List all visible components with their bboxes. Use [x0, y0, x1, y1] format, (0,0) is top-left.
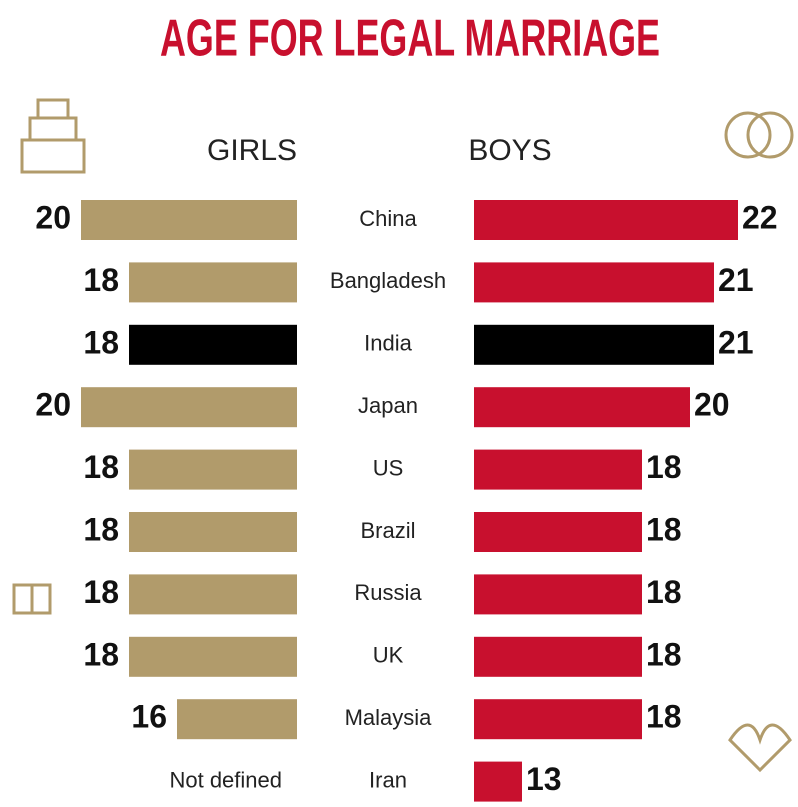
bar — [129, 637, 297, 677]
bar — [474, 262, 714, 302]
value-label: 18 — [646, 699, 682, 735]
category-label: Malaysia — [345, 705, 433, 730]
category-label: Brazil — [360, 518, 415, 543]
legend-entry: BOYS — [468, 134, 551, 167]
value-label: 18 — [646, 636, 682, 672]
value-label: 13 — [526, 761, 562, 797]
category-label: India — [364, 331, 412, 356]
bar — [81, 200, 297, 240]
bar — [129, 325, 297, 365]
value-label: 18 — [646, 574, 682, 610]
bar — [474, 200, 738, 240]
value-label: 18 — [83, 449, 119, 485]
value-label: 21 — [718, 262, 754, 298]
value-label: 16 — [131, 699, 167, 735]
category-label: Japan — [358, 393, 418, 418]
category-label: China — [359, 206, 417, 231]
bar — [129, 450, 297, 490]
bar — [474, 574, 642, 614]
category-label: Bangladesh — [330, 268, 446, 293]
value-label: 18 — [83, 511, 119, 547]
bar — [474, 387, 690, 427]
bar — [474, 637, 642, 677]
value-label: 21 — [718, 324, 754, 360]
bar — [129, 512, 297, 552]
bar — [474, 762, 522, 802]
legend-entry: GIRLS — [207, 134, 297, 167]
bar — [474, 450, 642, 490]
value-label: 20 — [35, 199, 71, 235]
value-label: 18 — [646, 449, 682, 485]
bar — [81, 387, 297, 427]
category-label: US — [373, 455, 404, 480]
category-label: UK — [373, 643, 404, 668]
value-label: 20 — [694, 387, 730, 423]
value-label: 18 — [83, 574, 119, 610]
value-label: Not defined — [169, 767, 282, 792]
bar — [474, 325, 714, 365]
value-label: 22 — [742, 199, 778, 235]
chart-title: AGE FOR LEGAL MARRIAGE — [160, 10, 660, 68]
value-label: 18 — [83, 636, 119, 672]
bar — [129, 262, 297, 302]
value-label: 18 — [83, 262, 119, 298]
category-label: Russia — [354, 580, 422, 605]
value-label: 18 — [646, 511, 682, 547]
bar — [129, 574, 297, 614]
chart: AGE FOR LEGAL MARRIAGE GIRLS BOYS China 2… — [0, 0, 798, 807]
value-label: 18 — [83, 324, 119, 360]
value-label: 20 — [35, 387, 71, 423]
bar — [474, 512, 642, 552]
category-label: Iran — [369, 767, 407, 792]
bar — [177, 699, 297, 739]
bar — [474, 699, 642, 739]
